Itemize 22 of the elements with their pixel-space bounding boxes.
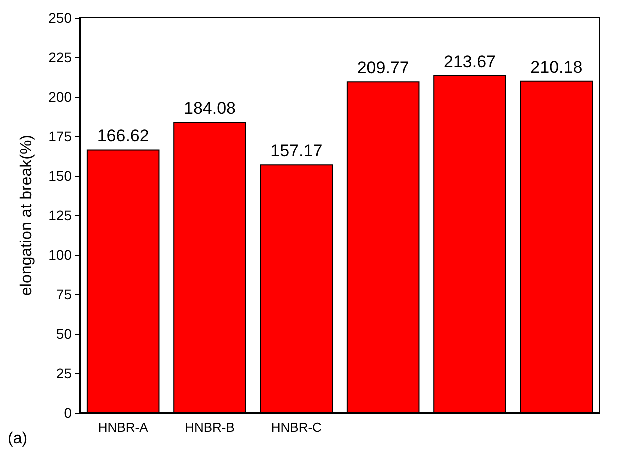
data-label: 213.67: [444, 52, 496, 72]
x-tick-label: HNBR-A: [98, 420, 149, 435]
data-label: 157.17: [270, 142, 323, 161]
y-tick-label: 0: [64, 405, 72, 421]
x-tick-label: HNBR-B: [185, 420, 235, 435]
y-tick-label: 150: [48, 168, 72, 184]
y-tick-label: 200: [48, 89, 72, 105]
y-tick-label: 75: [56, 286, 72, 302]
y-tick-label: 50: [56, 326, 72, 342]
y-tick-label: 175: [48, 128, 72, 144]
data-label: 209.77: [357, 58, 410, 78]
data-label: 184.08: [184, 99, 236, 118]
y-tick-label: 125: [48, 208, 72, 224]
y-tick-label: 225: [48, 50, 72, 66]
data-label: 210.18: [530, 58, 583, 77]
y-axis-title: elongation at break(%): [18, 135, 36, 296]
y-tick-label: 100: [48, 247, 72, 263]
x-tick-label: HNBR-C: [271, 420, 322, 435]
text: (a): [8, 430, 28, 448]
y-tick-label: 25: [56, 366, 72, 382]
y-tick-label: 250: [48, 10, 72, 26]
data-label: 166.62: [97, 126, 150, 146]
